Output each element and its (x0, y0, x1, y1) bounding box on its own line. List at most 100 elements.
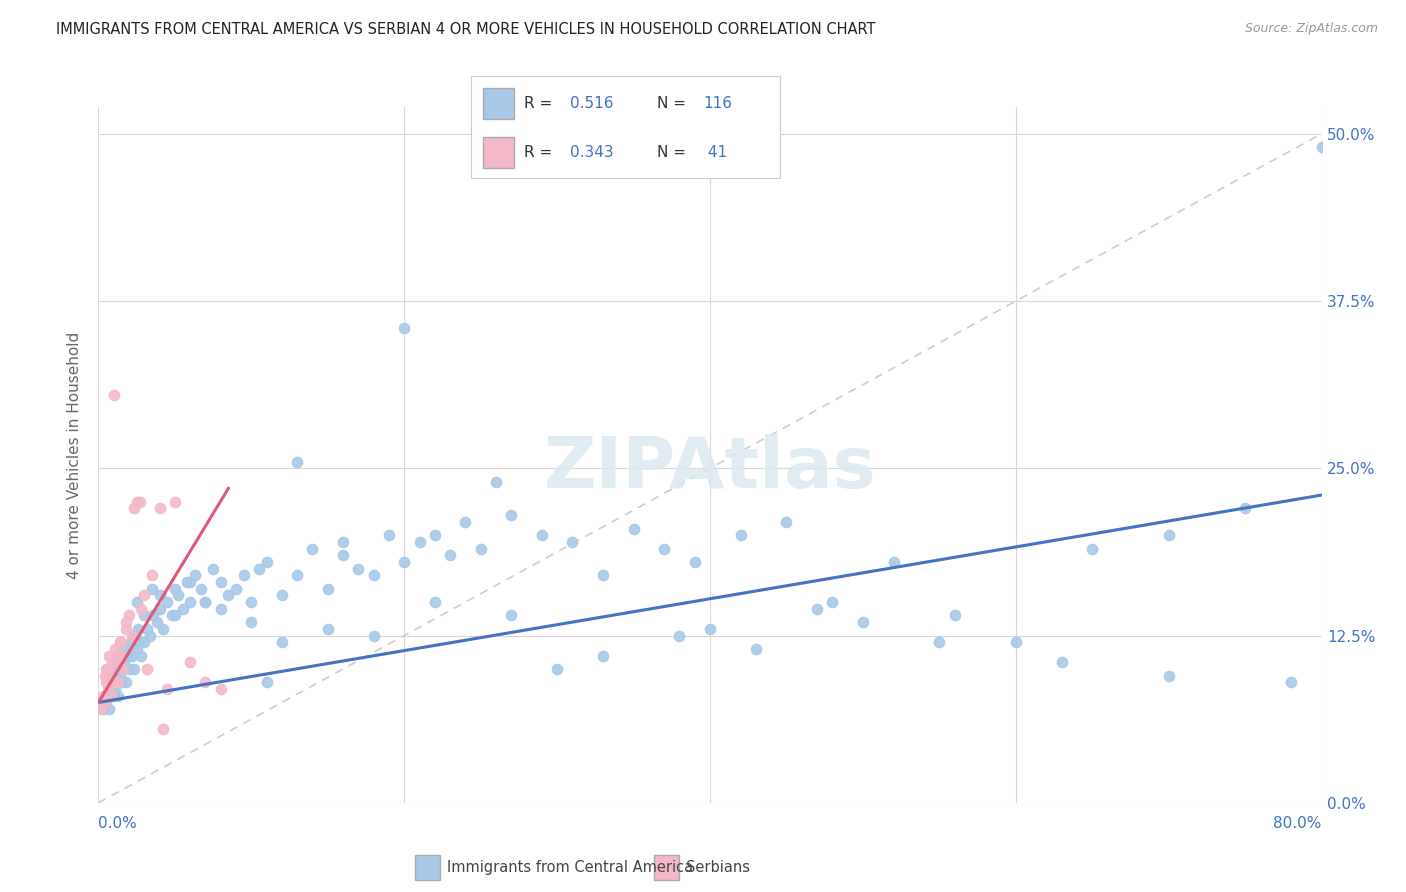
Point (546, 662, 568, 676)
Point (103, 387, 125, 401)
Point (363, 568, 385, 582)
Point (108, 635, 131, 649)
Point (316, 622, 339, 636)
Text: R =: R = (523, 96, 557, 111)
Point (775, 515, 797, 529)
Point (124, 628, 146, 642)
Point (179, 574, 201, 589)
Point (91, 702, 114, 716)
Point (501, 608, 523, 623)
Point (232, 568, 254, 582)
Point (561, 534, 583, 549)
Point (179, 655, 201, 669)
Point (190, 582, 212, 596)
Point (98, 648, 121, 663)
Point (202, 562, 225, 576)
Point (104, 642, 127, 657)
Point (93, 669, 115, 683)
Point (112, 655, 135, 669)
Point (378, 528, 401, 542)
Text: 0.0%: 0.0% (98, 816, 138, 831)
Point (852, 615, 875, 630)
Point (316, 582, 339, 596)
Point (194, 595, 217, 609)
Point (129, 648, 152, 663)
Point (256, 675, 278, 690)
Point (104, 681, 127, 696)
Point (184, 568, 207, 582)
Y-axis label: 4 or more Vehicles in Household: 4 or more Vehicles in Household (67, 331, 83, 579)
Point (592, 648, 614, 663)
Point (439, 548, 461, 563)
Point (94, 662, 117, 676)
Point (108, 648, 131, 663)
Point (592, 568, 614, 582)
Point (110, 635, 132, 649)
Point (745, 642, 768, 657)
Point (928, 635, 950, 649)
Point (115, 675, 138, 690)
Text: 116: 116 (703, 96, 733, 111)
Point (103, 675, 125, 690)
Point (454, 515, 477, 529)
Point (118, 608, 141, 623)
Point (156, 681, 179, 696)
Point (423, 595, 446, 609)
Point (139, 628, 162, 642)
Point (121, 628, 143, 642)
Point (347, 562, 370, 576)
Text: N =: N = (657, 145, 686, 161)
Point (145, 615, 167, 630)
Point (285, 568, 308, 582)
Point (101, 675, 124, 690)
Point (285, 455, 308, 469)
Point (117, 648, 139, 663)
Point (167, 589, 190, 603)
Point (107, 689, 129, 703)
Point (270, 589, 294, 603)
Text: R =: R = (523, 145, 557, 161)
Point (423, 528, 446, 542)
Point (1004, 635, 1026, 649)
Text: 41: 41 (703, 145, 727, 161)
Point (1157, 669, 1180, 683)
Point (270, 635, 294, 649)
Point (699, 622, 721, 636)
Point (408, 534, 430, 549)
Point (652, 541, 675, 556)
Point (104, 662, 127, 676)
Point (683, 555, 706, 569)
Point (93, 696, 115, 710)
Point (1234, 501, 1257, 516)
Point (217, 589, 239, 603)
Point (152, 622, 174, 636)
Point (128, 635, 150, 649)
Point (225, 582, 247, 596)
Point (806, 601, 828, 615)
Point (103, 669, 125, 683)
Point (110, 675, 132, 690)
Text: 0.516: 0.516 (569, 96, 613, 111)
FancyBboxPatch shape (484, 137, 515, 168)
Point (107, 655, 129, 669)
Point (179, 595, 201, 609)
Point (105, 648, 128, 663)
Point (470, 541, 492, 556)
Point (240, 595, 263, 609)
Point (142, 608, 165, 623)
Point (392, 320, 416, 334)
Point (97, 689, 120, 703)
Point (152, 723, 174, 737)
Point (111, 662, 134, 676)
Point (107, 675, 129, 690)
Point (363, 628, 385, 642)
Point (94, 675, 117, 690)
Point (501, 508, 523, 523)
Text: Serbians: Serbians (686, 861, 751, 875)
Text: N =: N = (657, 96, 686, 111)
Point (134, 608, 156, 623)
Point (103, 689, 125, 703)
Text: ZIPAtlas: ZIPAtlas (544, 434, 876, 503)
Point (821, 595, 844, 609)
Point (332, 548, 354, 563)
